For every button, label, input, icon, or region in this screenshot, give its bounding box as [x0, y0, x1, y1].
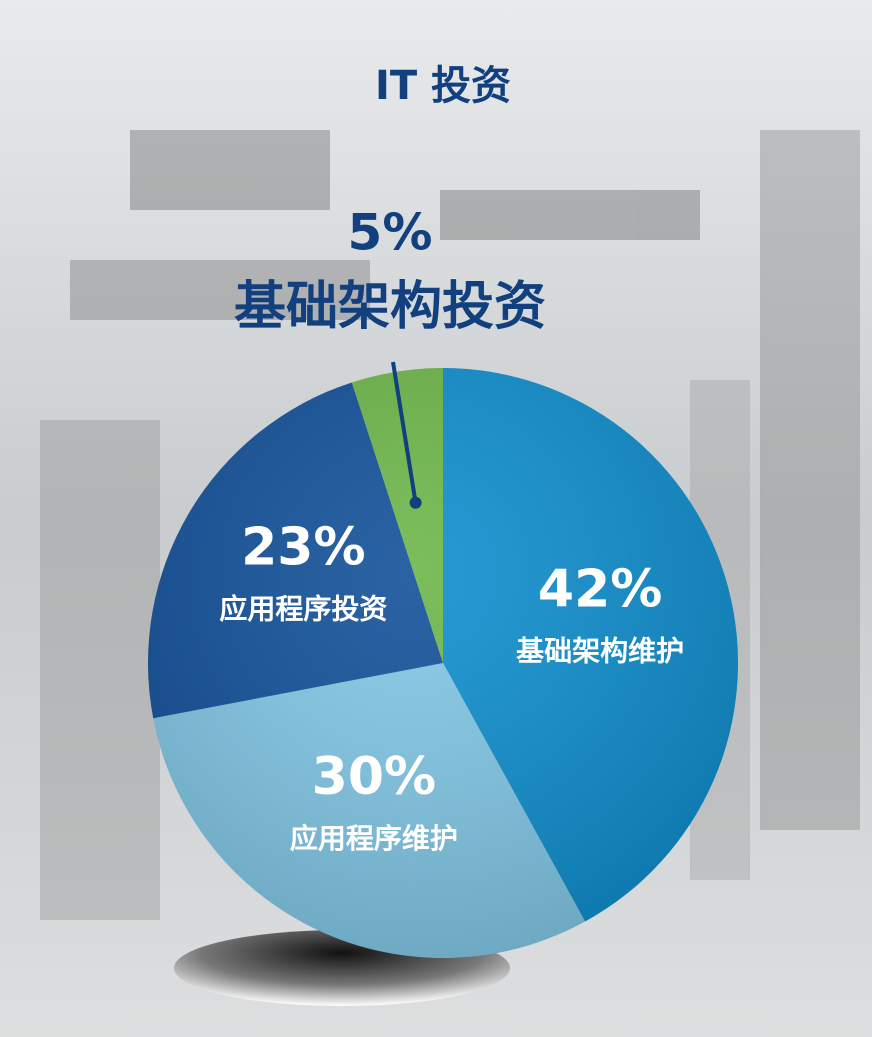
slice-percent: 5% [348, 204, 433, 262]
slice-name: 基础架构投资 [234, 277, 546, 337]
leader-line [391, 361, 418, 504]
slice-name: 基础架构维护 [516, 635, 684, 668]
slice-percent: 23% [241, 517, 365, 577]
slice-name: 应用程序维护 [290, 822, 458, 855]
slice-percent: 30% [312, 747, 436, 807]
server-racks [40, 130, 860, 920]
slice-name: 应用程序投资 [219, 592, 387, 625]
chart-title: IT 投资 [375, 63, 511, 109]
leader-dot [409, 496, 422, 509]
slice-percent: 42% [538, 560, 662, 620]
